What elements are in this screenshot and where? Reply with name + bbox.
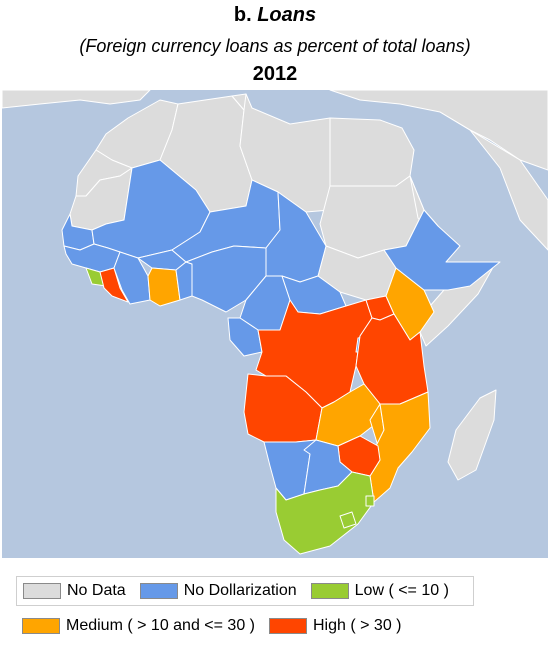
legend-row-1: No Data No Dollarization Low ( <= 10 )	[16, 576, 474, 606]
region-europe-west	[2, 90, 151, 109]
legend-swatch-no-dollarization	[139, 583, 178, 599]
region-ghana	[147, 267, 181, 307]
legend-item-no-data: No Data	[23, 582, 126, 600]
region-south-africa	[275, 471, 375, 555]
legend-label-no-data: No Data	[67, 582, 126, 599]
legend-item-low: Low ( <= 10 )	[310, 582, 449, 600]
region-cote-divoire	[113, 251, 151, 305]
region-ethiopia	[383, 209, 501, 291]
legend-swatch-low	[310, 583, 349, 599]
legend-label-no-dollarization: No Dollarization	[183, 582, 297, 599]
map-area	[2, 90, 548, 558]
title-prefix: b.	[233, 4, 252, 26]
map-subtitle: (Foreign currency loans as percent of to…	[79, 36, 471, 56]
legend-label-low: Low ( <= 10 )	[354, 582, 449, 599]
legend-item-medium: Medium ( > 10 and <= 30 )	[22, 617, 255, 635]
legend-label-high: High ( > 30 )	[313, 617, 402, 634]
region-swaziland	[365, 495, 375, 507]
title-name: Loans	[257, 4, 317, 26]
legend-item-high: High ( > 30 )	[269, 617, 401, 635]
region-middle-east	[329, 90, 548, 171]
region-arabia	[439, 111, 548, 251]
map-year: 2012	[252, 63, 298, 85]
legend-item-no-dollarization: No Dollarization	[139, 582, 297, 600]
map-legend: No Data No Dollarization Low ( <= 10 ) M…	[16, 572, 516, 642]
region-lesotho	[339, 511, 357, 529]
legend-swatch-medium	[22, 618, 60, 634]
legend-swatch-no-data	[23, 583, 61, 599]
legend-row-2: Medium ( > 10 and <= 30 ) High ( > 30 )	[16, 612, 425, 640]
region-egypt	[329, 117, 415, 187]
region-madagascar	[447, 389, 497, 481]
legend-swatch-high	[269, 618, 307, 634]
africa-map	[2, 90, 548, 558]
legend-label-medium: Medium ( > 10 and <= 30 )	[66, 617, 255, 634]
map-title: b. Loans	[0, 4, 550, 27]
region-somalia	[419, 261, 497, 347]
